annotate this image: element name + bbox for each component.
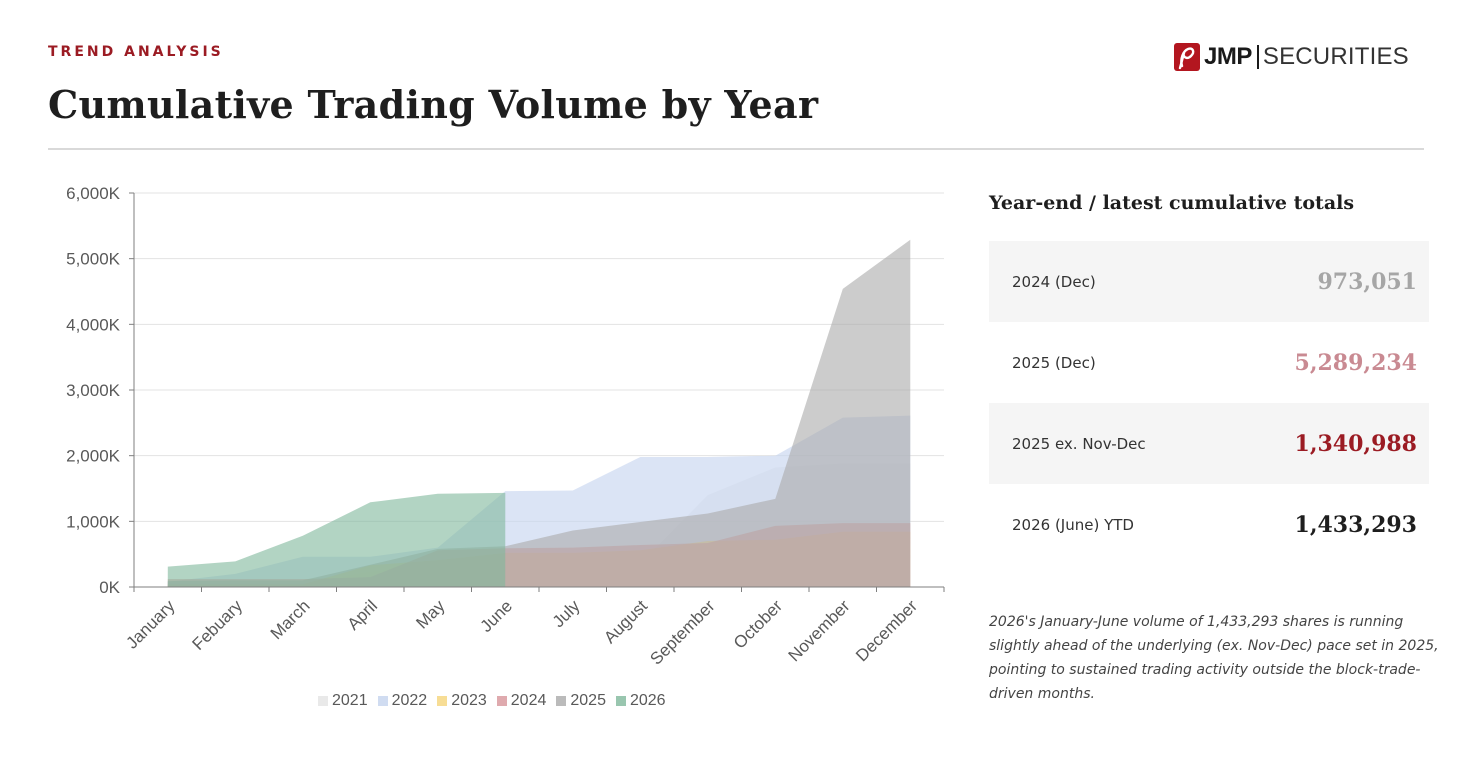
x-tick-label: January (122, 596, 179, 653)
legend-swatch (556, 696, 567, 706)
logo-divider (1256, 45, 1259, 69)
totals-title: Year-end / latest cumulative totals (989, 192, 1355, 214)
logo-text-light: SECURITIES (1262, 43, 1409, 70)
legend-item: 2024 (496, 692, 547, 710)
totals-row-value: 1,433,293 (1294, 511, 1417, 538)
eyebrow-label: TREND ANALYSIS (48, 44, 224, 60)
x-tick-label: August (600, 596, 651, 647)
totals-row: 2024 (Dec) 973,051 (989, 241, 1429, 322)
legend-label: 2023 (451, 692, 487, 709)
legend-label: 2025 (570, 692, 606, 709)
y-tick-label: 5,000K (66, 250, 121, 269)
totals-row-value: 973,051 (1317, 268, 1417, 295)
legend-item: 2026 (615, 692, 666, 710)
area-series-2025 (167, 239, 911, 587)
chart-legend: 2021 2022 2023 2024 2025 2026 (318, 692, 666, 710)
logo-text-bold: JMP (1204, 43, 1252, 70)
x-tick-label: December (852, 596, 921, 665)
y-tick-label: 4,000K (66, 315, 121, 334)
totals-row-label: 2025 (Dec) (1012, 353, 1096, 372)
legend-swatch (437, 696, 448, 706)
totals-row: 2026 (June) YTD 1,433,293 (989, 484, 1429, 565)
totals-row-label: 2025 ex. Nov-Dec (1012, 434, 1146, 453)
cumulative-volume-chart: 0K 1,000K 2,000K 3,000K 4,000K 5,000K 6,000K Ja… (66, 184, 945, 669)
x-tick-label: October (730, 596, 786, 652)
y-tick-label: 0K (99, 578, 120, 597)
legend-label: 2026 (629, 692, 666, 709)
x-tick-label: September (646, 596, 718, 668)
legend-swatch (377, 696, 388, 706)
y-tick-label: 6,000K (66, 184, 121, 203)
legend-item: 2023 (437, 692, 487, 710)
y-tick-label: 1,000K (66, 512, 121, 531)
legend-swatch (615, 696, 626, 706)
commentary-note: 2026's January-June volume of 1,433,293 … (989, 614, 1439, 702)
totals-row-value: 5,289,234 (1294, 349, 1417, 376)
totals-row: 2025 (Dec) 5,289,234 (989, 322, 1429, 403)
x-tick-label: March (267, 596, 314, 643)
x-tick-label: November (785, 596, 854, 665)
legend-label: 2021 (332, 692, 368, 709)
x-tick-label: Febuary (189, 596, 247, 654)
area-series-2026 (167, 492, 506, 587)
logo-p-icon (1174, 43, 1200, 71)
company-logo: JMP SECURITIES (1174, 42, 1409, 72)
x-tick-label: April (344, 596, 381, 633)
totals-table: 2024 (Dec) 973,051 2025 (Dec) 5,289,234 … (989, 241, 1429, 565)
legend-item: 2022 (377, 692, 428, 710)
y-tick-label: 3,000K (66, 381, 121, 400)
y-tick-label: 2,000K (66, 447, 121, 466)
legend-swatch (496, 696, 507, 706)
x-tick-label: July (549, 596, 584, 631)
totals-row-value: 1,340,988 (1294, 430, 1417, 457)
totals-row-label: 2024 (Dec) (1012, 272, 1096, 291)
page-title: Cumulative Trading Volume by Year (48, 82, 819, 127)
legend-swatch (318, 696, 328, 706)
totals-row-label: 2026 (June) YTD (1012, 515, 1134, 534)
x-tick-label: May (412, 596, 448, 632)
legend-label: 2024 (510, 692, 547, 709)
x-tick-label: June (477, 596, 517, 636)
legend-item: 2021 (318, 692, 368, 710)
legend-label: 2022 (391, 692, 428, 709)
title-divider (48, 148, 1424, 150)
legend-item: 2025 (556, 692, 606, 710)
totals-row: 2025 ex. Nov-Dec 1,340,988 (989, 403, 1429, 484)
